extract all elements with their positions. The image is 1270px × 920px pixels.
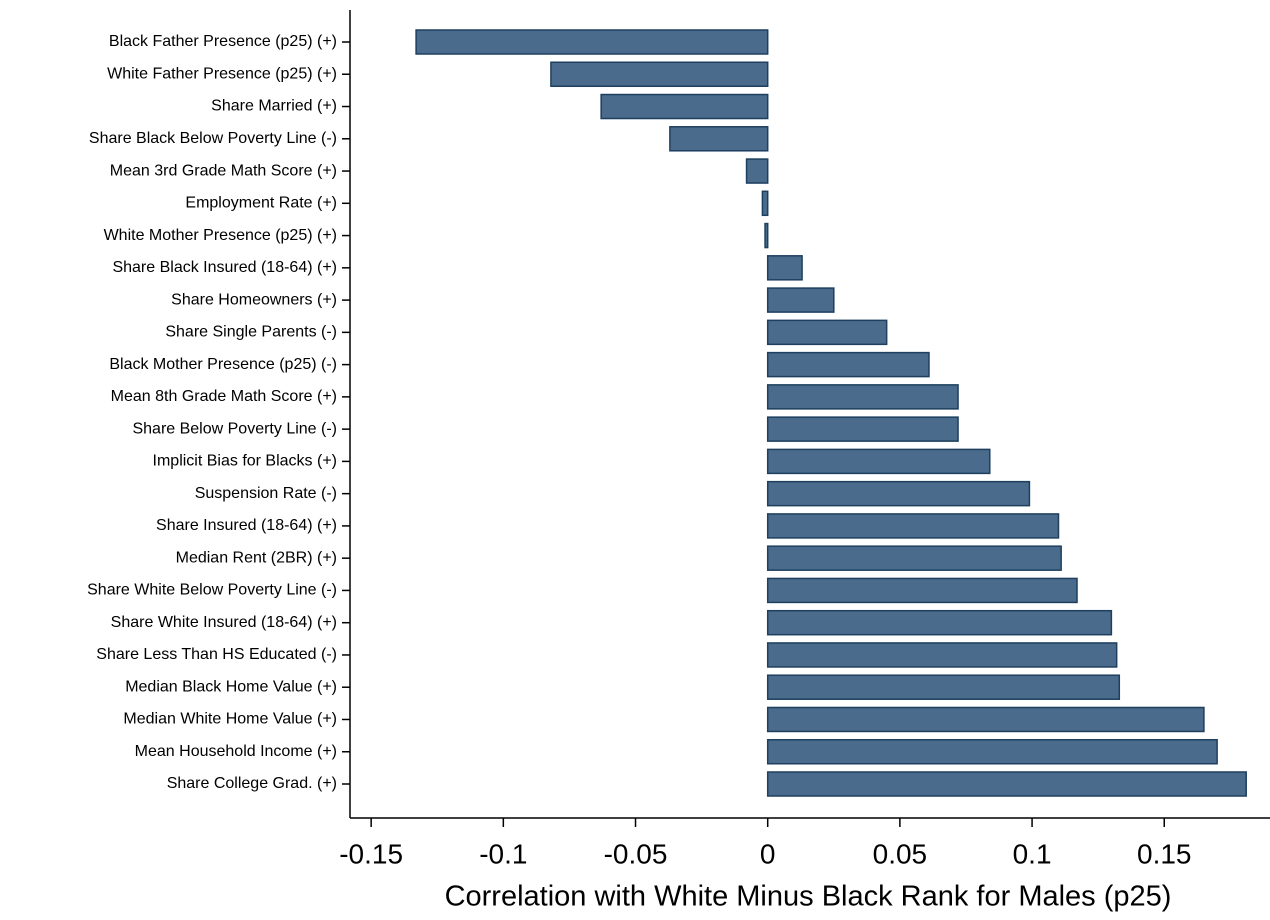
x-axis-title: Correlation with White Minus Black Rank … — [445, 881, 1172, 913]
bar — [600, 93, 769, 120]
bar — [766, 255, 803, 281]
y-tick-label: Mean Household Income (+) — [135, 743, 337, 760]
bar — [669, 126, 769, 152]
bar — [550, 61, 769, 88]
y-tick-label: Implicit Bias for Blacks (+) — [153, 453, 337, 470]
x-tick-label: 0.15 — [1137, 838, 1192, 869]
y-tick-label: Share Single Parents (-) — [165, 324, 337, 341]
bar — [766, 319, 888, 346]
y-tick-label: Black Mother Presence (p25) (-) — [109, 356, 337, 373]
bar — [766, 384, 959, 410]
bar — [761, 190, 769, 217]
x-tick-label: 0.1 — [1013, 838, 1052, 869]
bar — [766, 287, 835, 313]
y-tick-label: Share Married (+) — [211, 98, 337, 115]
x-tick-label: 0.05 — [873, 838, 928, 869]
y-tick-label: White Father Presence (p25) (+) — [107, 65, 337, 82]
y-tick-label: Share Black Below Poverty Line (-) — [89, 130, 337, 147]
bar — [745, 158, 769, 184]
y-tick-label: Share White Below Poverty Line (-) — [87, 582, 337, 599]
bar — [766, 674, 1121, 700]
y-tick-label: Suspension Rate (-) — [195, 485, 337, 502]
bar — [415, 29, 769, 55]
y-tick-label: Share Insured (18-64) (+) — [156, 517, 337, 534]
bar — [766, 448, 991, 475]
bar — [764, 222, 769, 249]
x-tick-label: 0 — [760, 838, 776, 869]
y-tick-label: Median Black Home Value (+) — [125, 678, 337, 695]
y-tick-label: Share College Grad. (+) — [167, 775, 337, 792]
bar — [766, 642, 1118, 668]
bar — [766, 738, 1218, 765]
y-tick-label: White Mother Presence (p25) (+) — [104, 227, 337, 244]
bar — [766, 416, 959, 442]
y-tick-label: Mean 3rd Grade Math Score (+) — [110, 162, 337, 179]
bar — [766, 480, 1031, 507]
bar — [766, 609, 1113, 636]
y-tick-label: Median White Home Value (+) — [123, 711, 337, 728]
bar — [766, 513, 1060, 539]
y-tick-label: Share Black Insured (18-64) (+) — [112, 259, 337, 276]
y-tick-label: Share Homeowners (+) — [171, 291, 337, 308]
x-tick-label: -0.05 — [604, 838, 668, 869]
y-tick-label: Share Below Poverty Line (-) — [132, 420, 337, 437]
x-tick-label: -0.1 — [479, 838, 527, 869]
bar — [766, 771, 1247, 797]
bar — [766, 545, 1062, 571]
y-tick-label: Black Father Presence (p25) (+) — [109, 33, 337, 50]
y-tick-label: Share Less Than HS Educated (-) — [96, 646, 337, 663]
bar — [766, 706, 1205, 733]
x-tick-label: -0.15 — [339, 838, 403, 869]
y-tick-label: Employment Rate (+) — [185, 195, 337, 212]
y-tick-label: Mean 8th Grade Math Score (+) — [111, 388, 337, 405]
bar — [766, 577, 1078, 604]
bar — [766, 351, 930, 378]
y-tick-label: Median Rent (2BR) (+) — [176, 549, 337, 566]
y-tick-label: Share White Insured (18-64) (+) — [111, 614, 337, 631]
